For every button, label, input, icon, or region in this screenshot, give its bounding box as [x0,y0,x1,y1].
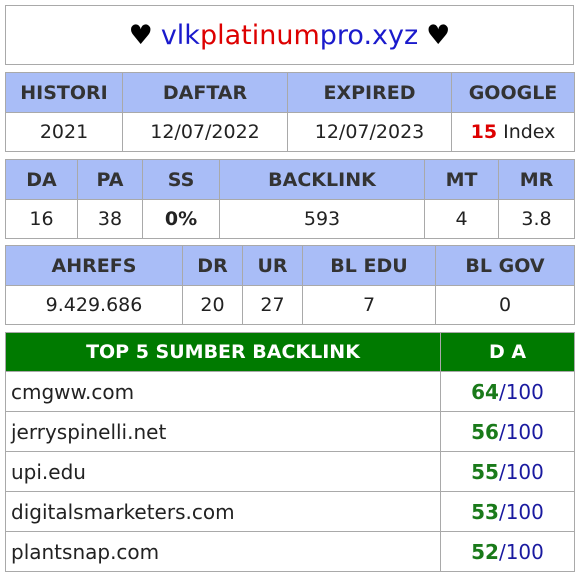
header-google: GOOGLE [451,72,575,113]
source-da-max: 100 [505,419,544,444]
header-daftar: DAFTAR [122,72,288,113]
info-table: HISTORI DAFTAR EXPIRED GOOGLE 2021 12/07… [5,72,575,152]
source-da-value: 56 [471,419,499,444]
table-row: upi.edu 55/100 [5,451,575,492]
table-row: jerryspinelli.net 56/100 [5,411,575,452]
source-da-max: 100 [505,539,544,564]
source-da-max: 100 [505,379,544,404]
value-ur: 27 [242,285,303,325]
source-site: jerryspinelli.net [5,411,441,452]
value-backlink: 593 [219,199,425,239]
value-daftar: 12/07/2022 [122,112,288,152]
value-dr: 20 [182,285,243,325]
header-ur: UR [242,245,303,286]
value-google: 15 Index [451,112,575,152]
domain-title: ♥ vlkplatinumpro.xyz ♥ [5,5,574,65]
header-dr: DR [182,245,243,286]
table-row: cmgww.com 64/100 [5,371,575,412]
source-site: cmgww.com [5,371,441,412]
source-da: 52/100 [440,531,575,572]
header-bl-gov: BL GOV [435,245,575,286]
source-da-max: 100 [505,499,544,524]
value-da: 16 [5,199,78,239]
header-ss: SS [142,159,220,200]
value-expired: 12/07/2023 [287,112,452,152]
source-da-value: 53 [471,499,499,524]
source-da-value: 64 [471,379,499,404]
table-row: plantsnap.com 52/100 [5,531,575,572]
header-pa: PA [77,159,143,200]
source-site: plantsnap.com [5,531,441,572]
metrics-table: DA PA SS BACKLINK MT MR 16 38 0% 593 4 3… [5,159,575,239]
header-mr: MR [498,159,575,200]
source-da-value: 52 [471,539,499,564]
value-ahrefs: 9.429.686 [5,285,183,325]
value-pa: 38 [77,199,143,239]
value-ss: 0% [142,199,220,239]
google-index-count: 15 [470,121,498,143]
value-histori: 2021 [5,112,123,152]
header-expired: EXPIRED [287,72,452,113]
source-da: 56/100 [440,411,575,452]
header-source-da: D A [440,332,575,372]
source-da: 64/100 [440,371,575,412]
source-site: upi.edu [5,451,441,492]
ahrefs-table: AHREFS DR UR BL EDU BL GOV 9.429.686 20 … [5,245,575,325]
header-top-sources: TOP 5 SUMBER BACKLINK [5,332,441,372]
header-histori: HISTORI [5,72,123,113]
heart-icon-left: ♥ [128,19,153,51]
header-backlink: BACKLINK [219,159,425,200]
google-index-label: Index [497,121,556,143]
backlink-sources-table: TOP 5 SUMBER BACKLINK D A cmgww.com 64/1… [5,332,575,572]
domain-part-tld: pro.xyz [319,19,419,51]
header-da: DA [5,159,78,200]
domain-part-vlk: vlk [160,19,200,51]
source-da-max: 100 [505,459,544,484]
value-bl-edu: 7 [302,285,436,325]
value-mt: 4 [424,199,499,239]
header-mt: MT [424,159,499,200]
value-mr: 3.8 [498,199,575,239]
domain-name: vlkplatinumpro.xyz [161,20,418,51]
source-da: 53/100 [440,491,575,532]
domain-part-platinum: platinum [199,19,320,51]
source-da-value: 55 [471,459,499,484]
source-da: 55/100 [440,451,575,492]
table-row: digitalsmarketers.com 53/100 [5,491,575,532]
header-ahrefs: AHREFS [5,245,183,286]
value-bl-gov: 0 [435,285,575,325]
source-site: digitalsmarketers.com [5,491,441,532]
header-bl-edu: BL EDU [302,245,436,286]
heart-icon-right: ♥ [426,19,451,51]
